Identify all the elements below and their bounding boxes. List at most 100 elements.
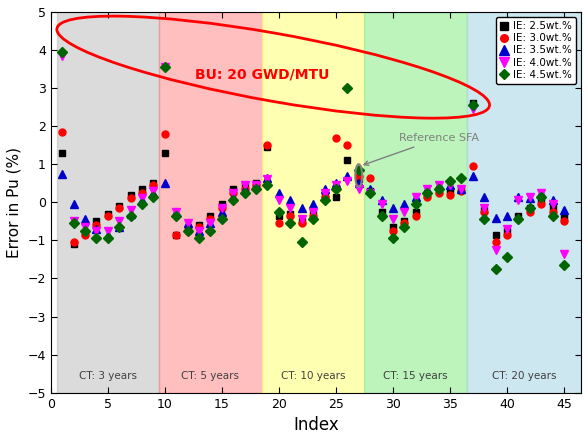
IE: 4.5wt.%: (24, 0.05): 4.5wt.%: (24, 0.05) <box>321 198 328 203</box>
IE: 4.5wt.%: (23, -0.45): 4.5wt.%: (23, -0.45) <box>309 217 316 222</box>
IE: 3.5wt.%: (40, -0.35): 3.5wt.%: (40, -0.35) <box>503 213 510 218</box>
IE: 4.0wt.%: (41, 0.05): 4.0wt.%: (41, 0.05) <box>515 198 522 203</box>
IE: 4.0wt.%: (9, 0.3): 4.0wt.%: (9, 0.3) <box>150 188 157 194</box>
IE: 2.5wt.%: (23, -0.25): 2.5wt.%: (23, -0.25) <box>309 209 316 214</box>
IE: 4.5wt.%: (9, 0.15): 4.5wt.%: (9, 0.15) <box>150 194 157 199</box>
IE: 3.5wt.%: (41, 0.15): 3.5wt.%: (41, 0.15) <box>515 194 522 199</box>
IE: 3.5wt.%: (39, -0.4): 3.5wt.%: (39, -0.4) <box>492 215 499 220</box>
IE: 3.0wt.%: (2, -1.05): 3.0wt.%: (2, -1.05) <box>70 239 77 245</box>
IE: 4.5wt.%: (29, -0.35): 4.5wt.%: (29, -0.35) <box>378 213 385 218</box>
IE: 3.5wt.%: (23, -0.05): 3.5wt.%: (23, -0.05) <box>309 202 316 207</box>
IE: 4.0wt.%: (4, -0.75): 4.0wt.%: (4, -0.75) <box>93 228 100 233</box>
IE: 3.5wt.%: (29, 0.05): 3.5wt.%: (29, 0.05) <box>378 198 385 203</box>
IE: 3.0wt.%: (35, 0.2): 3.0wt.%: (35, 0.2) <box>446 192 453 197</box>
X-axis label: Index: Index <box>293 416 339 434</box>
IE: 3.0wt.%: (28, 0.65): 3.0wt.%: (28, 0.65) <box>366 175 373 180</box>
IE: 4.5wt.%: (15, -0.45): 4.5wt.%: (15, -0.45) <box>218 217 225 222</box>
IE: 3.0wt.%: (13, -0.65): 3.0wt.%: (13, -0.65) <box>196 224 203 230</box>
IE: 3.5wt.%: (1, 0.75): 3.5wt.%: (1, 0.75) <box>59 171 66 176</box>
IE: 4.5wt.%: (21, -0.55): 4.5wt.%: (21, -0.55) <box>287 220 294 226</box>
IE: 4.5wt.%: (38, -0.45): 4.5wt.%: (38, -0.45) <box>480 217 487 222</box>
IE: 3.0wt.%: (27, 0.7): 3.0wt.%: (27, 0.7) <box>355 173 362 178</box>
IE: 3.0wt.%: (1, 1.85): 3.0wt.%: (1, 1.85) <box>59 129 66 135</box>
IE: 3.0wt.%: (39, -1.05): 3.0wt.%: (39, -1.05) <box>492 239 499 245</box>
IE: 3.5wt.%: (35, 0.45): 3.5wt.%: (35, 0.45) <box>446 183 453 188</box>
IE: 4.0wt.%: (31, -0.25): 4.0wt.%: (31, -0.25) <box>401 209 408 214</box>
IE: 3.0wt.%: (15, -0.15): 3.0wt.%: (15, -0.15) <box>218 206 225 211</box>
IE: 3.0wt.%: (4, -0.6): 3.0wt.%: (4, -0.6) <box>93 223 100 228</box>
IE: 3.0wt.%: (12, -0.75): 3.0wt.%: (12, -0.75) <box>184 228 191 233</box>
IE: 4.5wt.%: (14, -0.75): 4.5wt.%: (14, -0.75) <box>207 228 214 233</box>
IE: 3.0wt.%: (19, 1.5): 3.0wt.%: (19, 1.5) <box>264 142 271 148</box>
Bar <box>262 12 365 392</box>
IE: 3.0wt.%: (9, 0.45): 3.0wt.%: (9, 0.45) <box>150 183 157 188</box>
IE: 4.0wt.%: (19, 0.6): 4.0wt.%: (19, 0.6) <box>264 177 271 182</box>
IE: 3.0wt.%: (32, -0.35): 3.0wt.%: (32, -0.35) <box>412 213 419 218</box>
IE: 4.0wt.%: (33, 0.35): 4.0wt.%: (33, 0.35) <box>423 186 430 191</box>
Y-axis label: Error in Pu (%): Error in Pu (%) <box>7 147 22 258</box>
IE: 4.0wt.%: (8, 0.1): 4.0wt.%: (8, 0.1) <box>139 196 146 201</box>
IE: 3.0wt.%: (26, 1.5): 3.0wt.%: (26, 1.5) <box>344 142 351 148</box>
IE: 4.5wt.%: (10, 3.55): 4.5wt.%: (10, 3.55) <box>161 64 168 70</box>
IE: 4.0wt.%: (24, 0.25): 4.0wt.%: (24, 0.25) <box>321 190 328 195</box>
Text: CT: 3 years: CT: 3 years <box>79 371 137 381</box>
IE: 2.5wt.%: (9, 0.5): 2.5wt.%: (9, 0.5) <box>150 181 157 186</box>
IE: 2.5wt.%: (21, -0.3): 2.5wt.%: (21, -0.3) <box>287 211 294 217</box>
IE: 4.0wt.%: (30, -0.45): 4.0wt.%: (30, -0.45) <box>389 217 396 222</box>
IE: 2.5wt.%: (25, 0.15): 2.5wt.%: (25, 0.15) <box>332 194 339 199</box>
IE: 2.5wt.%: (43, 0.05): 2.5wt.%: (43, 0.05) <box>537 198 544 203</box>
IE: 3.5wt.%: (36, 0.35): 3.5wt.%: (36, 0.35) <box>458 186 465 191</box>
IE: 4.0wt.%: (29, -0.05): 4.0wt.%: (29, -0.05) <box>378 202 385 207</box>
IE: 4.5wt.%: (36, 0.65): 4.5wt.%: (36, 0.65) <box>458 175 465 180</box>
IE: 3.5wt.%: (9, 0.25): 3.5wt.%: (9, 0.25) <box>150 190 157 195</box>
IE: 4.0wt.%: (25, 0.45): 4.0wt.%: (25, 0.45) <box>332 183 339 188</box>
IE: 4.5wt.%: (42, -0.15): 4.5wt.%: (42, -0.15) <box>526 206 533 211</box>
IE: 4.0wt.%: (20, 0.05): 4.0wt.%: (20, 0.05) <box>275 198 282 203</box>
IE: 3.0wt.%: (31, -0.55): 3.0wt.%: (31, -0.55) <box>401 220 408 226</box>
IE: 2.5wt.%: (16, 0.35): 2.5wt.%: (16, 0.35) <box>230 186 237 191</box>
IE: 2.5wt.%: (32, -0.25): 2.5wt.%: (32, -0.25) <box>412 209 419 214</box>
IE: 3.5wt.%: (20, 0.25): 3.5wt.%: (20, 0.25) <box>275 190 282 195</box>
IE: 3.5wt.%: (32, 0.15): 3.5wt.%: (32, 0.15) <box>412 194 419 199</box>
IE: 4.0wt.%: (37, 2.45): 4.0wt.%: (37, 2.45) <box>469 106 476 112</box>
IE: 4.0wt.%: (43, 0.25): 4.0wt.%: (43, 0.25) <box>537 190 544 195</box>
IE: 4.5wt.%: (37, 2.55): 4.5wt.%: (37, 2.55) <box>469 103 476 108</box>
IE: 3.0wt.%: (29, -0.35): 3.0wt.%: (29, -0.35) <box>378 213 385 218</box>
IE: 3.0wt.%: (21, -0.35): 3.0wt.%: (21, -0.35) <box>287 213 294 218</box>
IE: 3.0wt.%: (42, -0.25): 3.0wt.%: (42, -0.25) <box>526 209 533 214</box>
IE: 3.5wt.%: (28, 0.35): 3.5wt.%: (28, 0.35) <box>366 186 373 191</box>
Legend: IE: 2.5wt.%, IE: 3.0wt.%, IE: 3.5wt.%, IE: 4.0wt.%, IE: 4.5wt.%: IE: 2.5wt.%, IE: 3.0wt.%, IE: 3.5wt.%, I… <box>496 17 576 84</box>
IE: 2.5wt.%: (24, 0.2): 2.5wt.%: (24, 0.2) <box>321 192 328 197</box>
IE: 2.5wt.%: (14, -0.35): 2.5wt.%: (14, -0.35) <box>207 213 214 218</box>
IE: 4.0wt.%: (45, -1.35): 4.0wt.%: (45, -1.35) <box>560 251 567 256</box>
IE: 3.0wt.%: (38, -0.25): 3.0wt.%: (38, -0.25) <box>480 209 487 214</box>
IE: 4.0wt.%: (44, -0.05): 4.0wt.%: (44, -0.05) <box>549 202 556 207</box>
Text: BU: 20 GWD/MTU: BU: 20 GWD/MTU <box>195 68 329 82</box>
IE: 4.0wt.%: (18, 0.45): 4.0wt.%: (18, 0.45) <box>253 183 260 188</box>
IE: 2.5wt.%: (11, -0.85): 2.5wt.%: (11, -0.85) <box>173 232 180 237</box>
IE: 3.0wt.%: (36, 0.3): 3.0wt.%: (36, 0.3) <box>458 188 465 194</box>
IE: 4.5wt.%: (25, 0.35): 4.5wt.%: (25, 0.35) <box>332 186 339 191</box>
IE: 2.5wt.%: (19, 1.45): 2.5wt.%: (19, 1.45) <box>264 145 271 150</box>
IE: 2.5wt.%: (2, -1.1): 2.5wt.%: (2, -1.1) <box>70 242 77 247</box>
IE: 4.5wt.%: (22, -1.05): 4.5wt.%: (22, -1.05) <box>298 239 305 245</box>
IE: 4.0wt.%: (2, -0.5): 4.0wt.%: (2, -0.5) <box>70 219 77 224</box>
IE: 2.5wt.%: (13, -0.6): 2.5wt.%: (13, -0.6) <box>196 223 203 228</box>
IE: 3.0wt.%: (25, 1.7): 3.0wt.%: (25, 1.7) <box>332 135 339 140</box>
IE: 4.0wt.%: (5, -0.75): 4.0wt.%: (5, -0.75) <box>104 228 111 233</box>
Line: IE: 4.0wt.%: IE: 4.0wt.% <box>58 52 568 258</box>
IE: 4.0wt.%: (3, -0.65): 4.0wt.%: (3, -0.65) <box>82 224 89 230</box>
IE: 3.0wt.%: (37, 0.95): 3.0wt.%: (37, 0.95) <box>469 164 476 169</box>
IE: 4.0wt.%: (38, -0.15): 4.0wt.%: (38, -0.15) <box>480 206 487 211</box>
IE: 2.5wt.%: (15, -0.05): 2.5wt.%: (15, -0.05) <box>218 202 225 207</box>
IE: 2.5wt.%: (12, -0.7): 2.5wt.%: (12, -0.7) <box>184 226 191 232</box>
IE: 3.0wt.%: (11, -0.85): 3.0wt.%: (11, -0.85) <box>173 232 180 237</box>
IE: 3.5wt.%: (16, 0.15): 3.5wt.%: (16, 0.15) <box>230 194 237 199</box>
IE: 2.5wt.%: (34, 0.3): 2.5wt.%: (34, 0.3) <box>435 188 442 194</box>
IE: 4.5wt.%: (18, 0.35): 4.5wt.%: (18, 0.35) <box>253 186 260 191</box>
IE: 3.0wt.%: (8, 0.25): 3.0wt.%: (8, 0.25) <box>139 190 146 195</box>
IE: 3.0wt.%: (40, -0.85): 3.0wt.%: (40, -0.85) <box>503 232 510 237</box>
IE: 2.5wt.%: (4, -0.5): 2.5wt.%: (4, -0.5) <box>93 219 100 224</box>
IE: 2.5wt.%: (18, 0.5): 2.5wt.%: (18, 0.5) <box>253 181 260 186</box>
IE: 3.0wt.%: (23, -0.35): 3.0wt.%: (23, -0.35) <box>309 213 316 218</box>
